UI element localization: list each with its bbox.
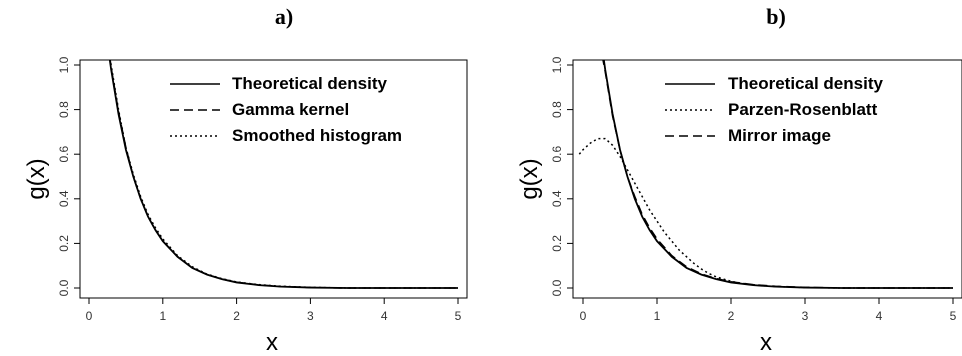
legend-label-a-1: Gamma kernel [232,100,349,119]
plot-frame-b [572,59,962,299]
y-tick-label-b-1: 0.2 [550,235,564,252]
series-line-b-parzen-rosenblatt [578,137,953,289]
x-tick-label-b-2: 2 [728,309,735,323]
legend-label-a-2: Smoothed histogram [232,126,402,145]
y-tick-label-a-3: 0.6 [57,146,71,163]
x-tick-label-b-4: 4 [876,309,883,323]
y-tick-label-a-4: 0.8 [57,101,71,118]
x-axis-label-b: x [760,329,772,356]
legend-label-a-0: Theoretical density [232,74,387,93]
x-tick-label-a-5: 5 [455,309,462,323]
plot-frame-a [79,59,468,299]
y-tick-label-a-2: 0.4 [57,190,71,207]
x-tick-label-a-4: 4 [381,309,388,323]
y-tick-label-b-3: 0.6 [550,146,564,163]
y-tick-label-a-0: 0.0 [57,279,71,296]
y-tick-label-a-1: 0.2 [57,235,71,252]
y-tick-label-b-4: 0.8 [550,101,564,118]
y-tick-label-b-5: 1.0 [550,56,564,73]
x-tick-label-a-2: 2 [233,309,240,323]
y-tick-label-b-2: 0.4 [550,190,564,207]
y-axis-label-b: g(x) [516,158,543,199]
y-tick-label-b-0: 0.0 [550,279,564,296]
y-axis-label-a: g(x) [23,158,50,199]
legend-b: Theoretical density Parzen-Rosenblatt Mirr… [665,74,883,145]
series-line-b-mirror-image [602,60,953,289]
series-line-a-smoothed-histogram [109,60,458,289]
x-tick-label-b-0: 0 [580,309,587,323]
legend-label-b-1: Parzen-Rosenblatt [728,100,878,119]
x-tick-label-b-5: 5 [950,309,957,323]
panel-b: b) 0.0 0.2 0.4 0.6 0.8 1.0 0 1 2 3 4 5 g(x) x Theo… [516,4,962,356]
x-axis-label-a: x [266,329,278,356]
panel-title-b: b) [766,4,786,29]
x-tick-label-b-3: 3 [802,309,809,323]
panel-a: a) 0.0 0.2 0.4 0.6 0.8 1.0 0 1 2 3 4 5 g(x) x Theo… [23,4,468,356]
x-tick-label-a-0: 0 [86,309,93,323]
x-tick-label-b-1: 1 [654,309,661,323]
panel-title-a: a) [275,4,293,29]
y-tick-label-a-5: 1.0 [57,56,71,73]
x-tick-label-a-3: 3 [307,309,314,323]
legend-label-b-2: Mirror image [728,126,831,145]
legend-label-b-0: Theoretical density [728,74,883,93]
x-tick-label-a-1: 1 [159,309,166,323]
legend-a: Theoretical density Gamma kernel Smoothed … [170,74,402,145]
